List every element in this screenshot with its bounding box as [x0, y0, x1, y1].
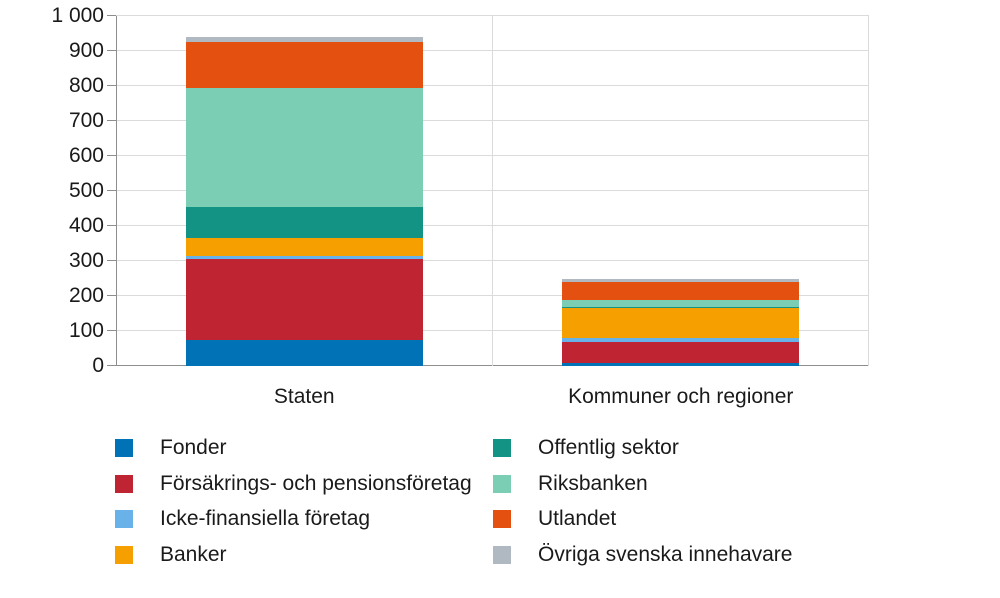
- y-tick-label: 600: [68, 144, 104, 167]
- legend-label-5: Riksbanken: [538, 471, 648, 495]
- legend-item-6: Utlandet: [493, 507, 617, 530]
- legend-swatch-4: [493, 439, 511, 457]
- bar-segment-4: [185, 206, 423, 239]
- legend-item-3: Banker: [115, 542, 227, 566]
- plot-right-border: [868, 16, 869, 366]
- y-tick-label: 1 000: [51, 4, 104, 27]
- legend-label-6: Utlandet: [538, 507, 617, 530]
- bar-segment-2: [562, 338, 800, 342]
- bar-segment-6: [562, 282, 800, 300]
- y-axis-tick: [107, 155, 116, 156]
- y-axis-tick: [107, 260, 116, 261]
- category-separator-line: [492, 16, 493, 366]
- bar-segment-7: [562, 278, 800, 282]
- bar-segment-0: [185, 339, 423, 366]
- bar-segment-5: [185, 87, 423, 207]
- legend-item-1: Försäkrings- och pensionsföretag: [115, 471, 472, 495]
- gridline: [116, 15, 869, 16]
- bar-segment-2: [185, 255, 423, 260]
- y-tick-label: 400: [68, 214, 104, 237]
- y-axis-tick: [107, 85, 116, 86]
- legend-swatch-7: [493, 545, 511, 564]
- legend-item-0: Fonder: [115, 436, 227, 459]
- bar-segment-4: [562, 306, 800, 309]
- bar-segment-3: [185, 238, 423, 256]
- legend-label-2: Icke-finansiella företag: [160, 507, 371, 530]
- y-tick-label: 200: [68, 284, 104, 307]
- plot-area: [116, 15, 869, 366]
- bar-segment-3: [562, 308, 800, 338]
- legend-swatch-5: [493, 474, 511, 493]
- y-axis-tick: [107, 330, 116, 331]
- legend-item-7: Övriga svenska innehavare: [493, 542, 793, 566]
- legend-label-1: Försäkrings- och pensionsföretag: [160, 471, 472, 495]
- legend-swatch-3: [115, 545, 133, 564]
- legend-swatch-6: [493, 510, 511, 528]
- y-axis-tick: [107, 225, 116, 226]
- y-tick-label: 900: [68, 39, 104, 62]
- y-axis-tick: [107, 295, 116, 296]
- legend-label-3: Banker: [160, 542, 227, 566]
- legend-item-2: Icke-finansiella företag: [115, 507, 371, 530]
- y-axis-line: [116, 16, 117, 366]
- bar-segment-1: [562, 341, 800, 363]
- y-axis-tick: [107, 50, 116, 51]
- y-tick-label: 100: [68, 319, 104, 342]
- legend-swatch-0: [115, 439, 133, 457]
- y-axis-tick: [107, 120, 116, 121]
- category-label-kommuner-och-regioner: Kommuner och regioner: [568, 385, 794, 408]
- bar-segment-6: [185, 42, 423, 88]
- legend-swatch-2: [115, 510, 133, 528]
- y-axis-tick: [107, 365, 116, 366]
- legend-item-5: Riksbanken: [493, 471, 648, 495]
- bar-staten: [185, 16, 423, 366]
- y-axis-tick: [107, 15, 116, 16]
- bar-segment-1: [185, 259, 423, 340]
- y-tick-label: 0: [92, 354, 104, 377]
- category-label-staten: Staten: [273, 385, 335, 408]
- legend-label-0: Fonder: [160, 436, 227, 459]
- legend-label-4: Offentlig sektor: [538, 436, 679, 459]
- y-axis-tick: [107, 190, 116, 191]
- bar-kommuner-och-regioner: [562, 16, 800, 366]
- legend-label-7: Övriga svenska innehavare: [538, 542, 793, 566]
- y-tick-label: 300: [68, 249, 104, 272]
- y-tick-label: 700: [68, 109, 104, 132]
- legend-swatch-1: [115, 474, 133, 493]
- bar-segment-7: [185, 37, 423, 43]
- y-tick-label: 800: [68, 74, 104, 97]
- bar-segment-0: [562, 362, 800, 366]
- legend-item-4: Offentlig sektor: [493, 436, 679, 459]
- y-tick-label: 500: [68, 179, 104, 202]
- bar-segment-5: [562, 299, 800, 307]
